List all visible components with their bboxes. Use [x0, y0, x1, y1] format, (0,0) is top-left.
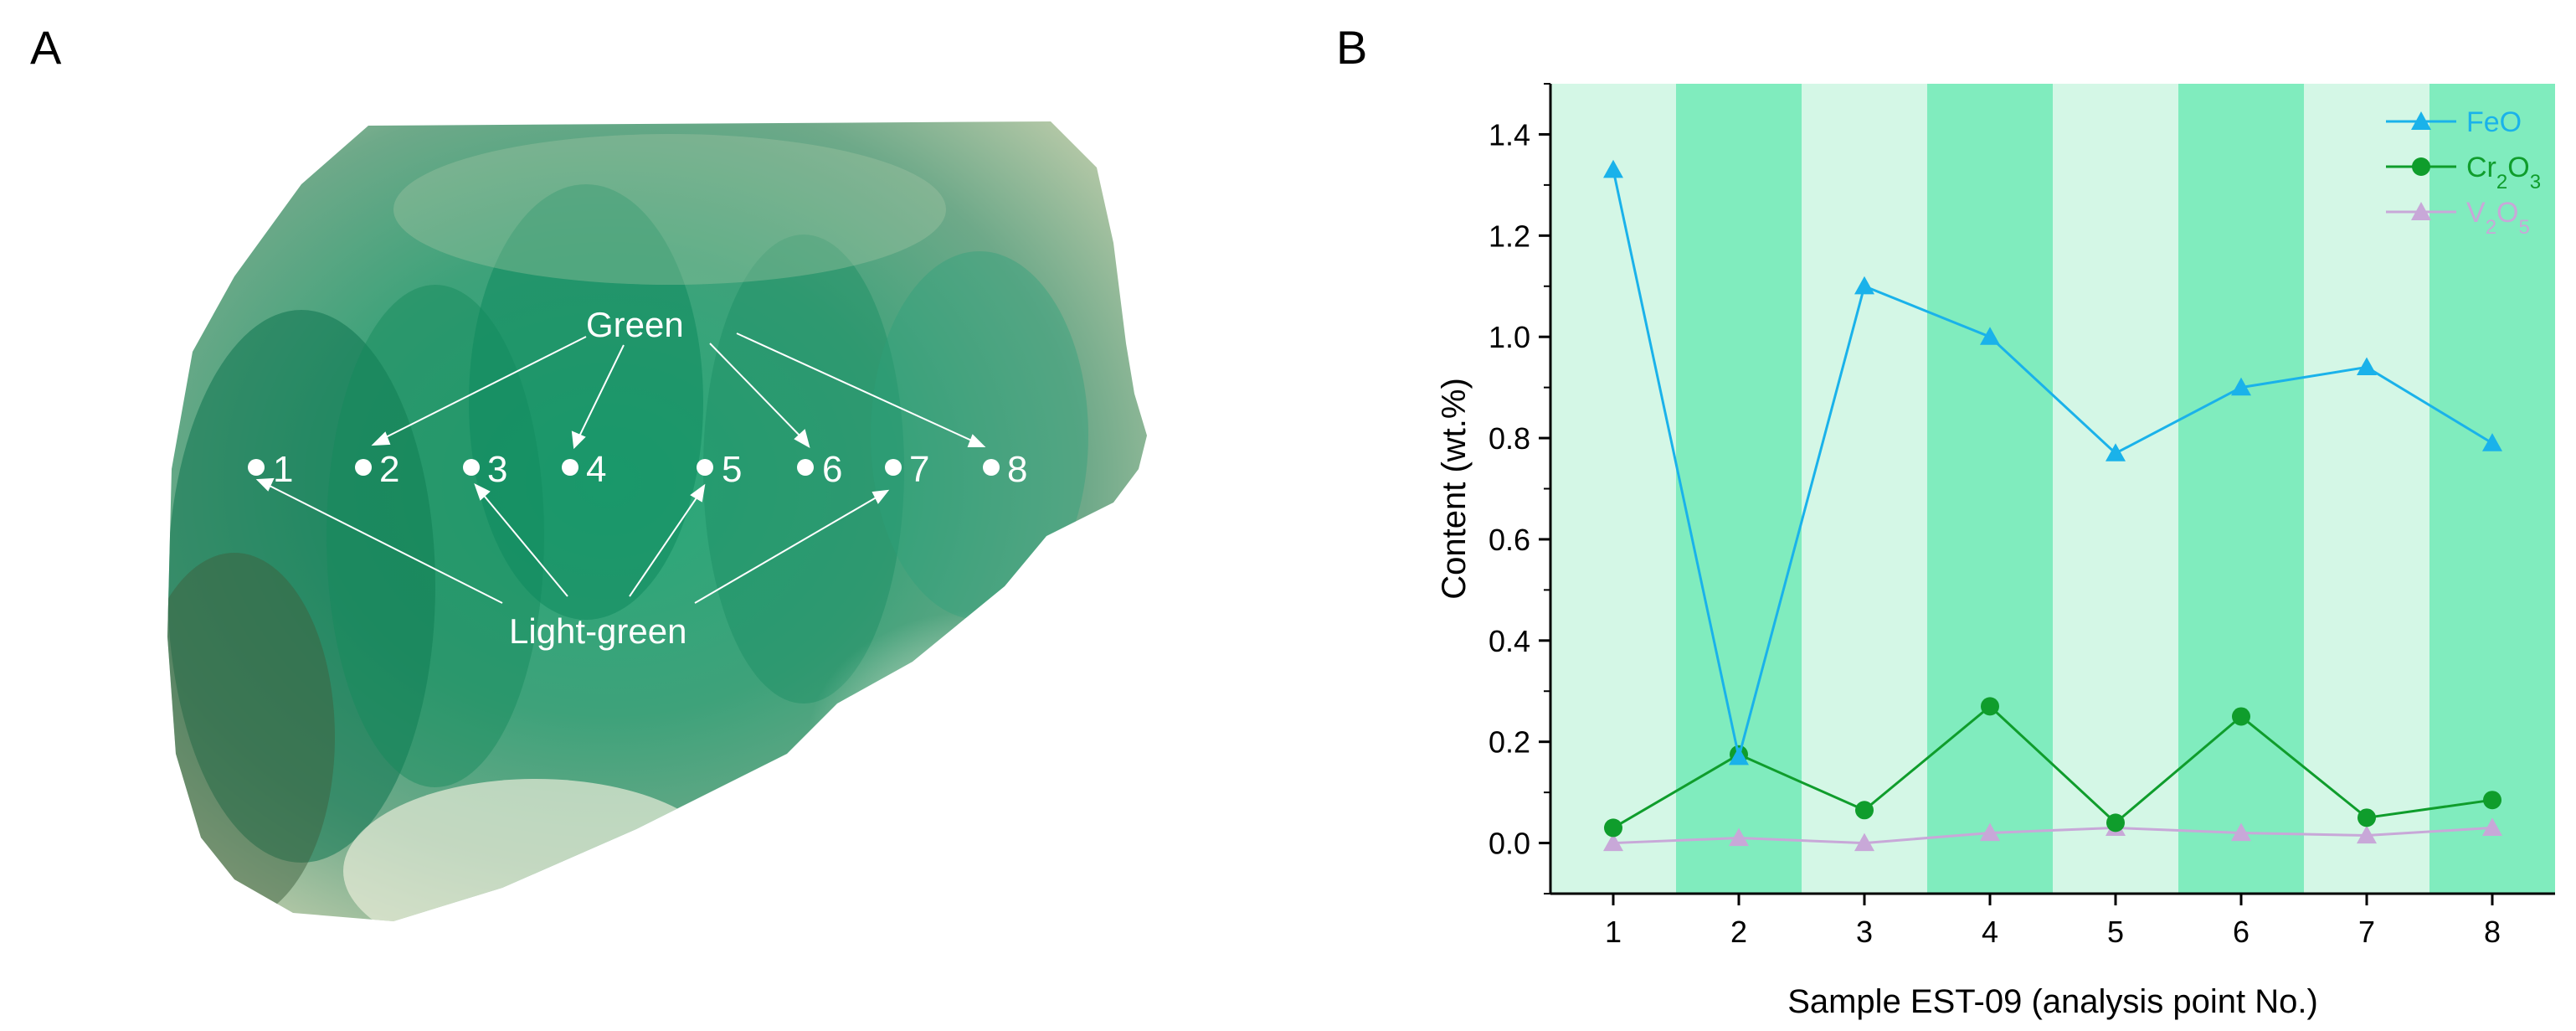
x-axis-label: Sample EST-09 (analysis point No.): [1787, 983, 2318, 1020]
point-v2o5-2: [1729, 827, 1749, 847]
y-tick-label: 1.4: [1489, 117, 1530, 152]
point-4-label: 4: [586, 449, 606, 490]
annotation-arrows: [255, 332, 986, 604]
legend-label-cr2o3: Cr2O3: [2466, 152, 2541, 193]
point-7: 7: [885, 449, 929, 490]
x-tick-label: 5: [2107, 915, 2124, 949]
point-cr2o3-5: [2106, 813, 2125, 833]
legend-label-feo: FeO: [2466, 106, 2522, 138]
point-7-label: 7: [909, 449, 929, 490]
band-3: [1802, 84, 1927, 894]
band-6: [2178, 84, 2304, 894]
x-tick-label: 6: [2233, 915, 2250, 949]
band-8: [2429, 84, 2555, 894]
stone-body: [167, 121, 1147, 921]
x-tick-label: 2: [1730, 915, 1747, 949]
point-v2o5-1: [1603, 833, 1623, 852]
series-line-cr2o3: [1612, 704, 2493, 829]
y-tick-label: 0.4: [1489, 624, 1530, 658]
point-cr2o3-1: [1604, 818, 1622, 838]
green-label: Green: [586, 305, 684, 344]
point-8-label: 8: [1007, 449, 1027, 490]
point-v2o5-4: [1980, 822, 2000, 842]
series-line-v2o5: [1612, 826, 2493, 845]
x-tick-label: 8: [2484, 915, 2501, 949]
legend-item-v2o5: V2O5: [2386, 197, 2530, 239]
x-tick-label: 3: [1856, 915, 1873, 949]
y-tick-label: 1.0: [1489, 320, 1530, 354]
band-5: [2053, 84, 2178, 894]
point-6-label: 6: [822, 449, 842, 490]
axes: 0.0 0.2 0.4 0.6 0.8 1.0 1.2 1.4 1 2 3 4 5 6 7 8: [1489, 83, 2555, 949]
point-3: 3: [463, 449, 507, 490]
point-cr2o3-7: [2357, 808, 2376, 827]
y-tick-label: 1.2: [1489, 219, 1530, 253]
point-v2o5-3: [1854, 833, 1874, 852]
point-5-label: 5: [722, 449, 742, 490]
point-3-label: 3: [487, 449, 507, 490]
panel-b-label: B: [1336, 21, 1368, 74]
point-feo-8: [2482, 433, 2502, 451]
y-tick-label: 0.2: [1489, 725, 1530, 760]
y-tick-label: 0.6: [1489, 523, 1530, 557]
x-tick-label: 4: [1982, 915, 1998, 949]
legend-label-v2o5: V2O5: [2466, 197, 2530, 239]
point-v2o5-7: [2357, 825, 2377, 844]
point-5: 5: [697, 449, 742, 490]
point-1-label: 1: [273, 449, 293, 490]
panel-a-label: A: [30, 21, 62, 74]
light-green-label: Light-green: [509, 611, 686, 651]
point-feo-5: [2106, 443, 2126, 461]
series-layer: [1603, 159, 2502, 852]
point-cr2o3-8: [2483, 791, 2501, 810]
point-6: 6: [797, 449, 842, 490]
legend-item-feo: FeO: [2386, 106, 2522, 138]
band-7: [2304, 84, 2429, 894]
analysis-points: 1 2 3 4 5 6 7 8: [248, 449, 1027, 490]
point-cr2o3-6: [2232, 707, 2250, 726]
band-1: [1550, 84, 1676, 894]
content-chart: 0.0 0.2 0.4 0.6 0.8 1.0 1.2 1.4 1 2 3 4 5 6 7 8 FeO Cr2O…: [1436, 83, 2555, 1020]
band-4: [1927, 84, 2053, 894]
legend-item-cr2o3: Cr2O3: [2386, 152, 2541, 193]
y-tick-label: 0.8: [1489, 421, 1530, 456]
point-feo-4: [1980, 327, 2000, 345]
y-axis-label: Content (wt.%): [1436, 378, 1473, 600]
point-feo-3: [1854, 276, 1874, 295]
point-v2o5-6: [2231, 822, 2251, 842]
series-line-feo: [1612, 169, 2493, 758]
point-2-label: 2: [379, 449, 399, 490]
point-cr2o3-4: [1981, 697, 1999, 716]
background-bands: [1550, 84, 2555, 894]
band-2: [1676, 84, 1802, 894]
point-v2o5-8: [2482, 817, 2502, 837]
point-feo-7: [2357, 357, 2377, 376]
point-8: 8: [983, 449, 1027, 490]
mineral-photo: 1 2 3 4 5 6 7 8 Green L: [167, 121, 1147, 921]
point-feo-2: [1729, 746, 1749, 766]
point-2: 2: [355, 449, 399, 490]
y-tick-label: 0.0: [1489, 827, 1530, 861]
point-4: 4: [562, 449, 606, 490]
point-1: 1: [248, 449, 293, 490]
point-feo-1: [1603, 159, 1623, 178]
x-tick-label: 7: [2358, 915, 2375, 949]
x-tick-label: 1: [1605, 915, 1622, 949]
point-feo-6: [2231, 377, 2251, 396]
point-cr2o3-3: [1855, 801, 1874, 820]
